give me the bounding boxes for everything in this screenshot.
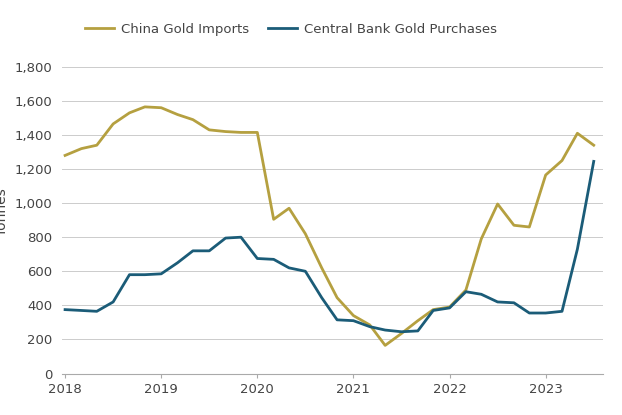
Central Bank Gold Purchases [237,235,244,240]
Central Bank Gold Purchases [174,260,181,265]
Central Bank Gold Purchases [381,327,389,332]
Central Bank Gold Purchases [189,248,197,253]
Central Bank Gold Purchases [157,271,165,276]
Central Bank Gold Purchases [429,308,437,313]
China Gold Imports [350,313,357,318]
China Gold Imports [381,343,389,348]
Central Bank Gold Purchases [78,308,85,313]
China Gold Imports [109,122,117,127]
Central Bank Gold Purchases [366,324,373,329]
China Gold Imports [222,129,230,134]
Central Bank Gold Purchases [414,328,422,333]
Central Bank Gold Purchases [559,309,566,314]
China Gold Imports [333,295,341,300]
Central Bank Gold Purchases [141,272,149,277]
Central Bank Gold Purchases [285,265,293,270]
Central Bank Gold Purchases [397,329,405,334]
China Gold Imports [174,112,181,117]
Central Bank Gold Purchases [205,248,213,253]
Central Bank Gold Purchases [446,305,453,310]
China Gold Imports [510,223,518,228]
Central Bank Gold Purchases [62,307,69,312]
China Gold Imports [446,305,453,310]
China Gold Imports [542,173,549,178]
China Gold Imports [559,158,566,163]
China Gold Imports [302,231,309,236]
China Gold Imports [157,105,165,110]
China Gold Imports [366,322,373,327]
Central Bank Gold Purchases [333,317,341,322]
China Gold Imports [62,153,69,158]
Central Bank Gold Purchases [350,318,357,323]
Central Bank Gold Purchases [109,300,117,305]
China Gold Imports [126,110,133,115]
Central Bank Gold Purchases [542,310,549,315]
Central Bank Gold Purchases [526,310,533,315]
Legend: China Gold Imports, Central Bank Gold Purchases: China Gold Imports, Central Bank Gold Pu… [80,17,503,41]
Central Bank Gold Purchases [302,269,309,274]
Line: Central Bank Gold Purchases: Central Bank Gold Purchases [65,161,594,332]
Central Bank Gold Purchases [462,289,470,294]
Central Bank Gold Purchases [254,256,261,261]
China Gold Imports [494,202,501,207]
Central Bank Gold Purchases [270,257,277,262]
China Gold Imports [78,146,85,151]
China Gold Imports [526,225,533,229]
China Gold Imports [590,143,598,148]
China Gold Imports [397,331,405,336]
China Gold Imports [285,206,293,211]
Central Bank Gold Purchases [590,159,598,164]
China Gold Imports [573,131,581,136]
China Gold Imports [429,307,437,312]
China Gold Imports [189,117,197,122]
China Gold Imports [270,217,277,222]
Central Bank Gold Purchases [93,309,101,314]
Central Bank Gold Purchases [573,247,581,251]
China Gold Imports [93,143,101,148]
Central Bank Gold Purchases [222,236,230,241]
China Gold Imports [237,130,244,135]
Central Bank Gold Purchases [494,300,501,305]
Central Bank Gold Purchases [318,295,325,300]
China Gold Imports [462,288,470,293]
Central Bank Gold Purchases [126,272,133,277]
China Gold Imports [141,105,149,110]
China Gold Imports [318,265,325,270]
China Gold Imports [254,130,261,135]
China Gold Imports [414,318,422,323]
China Gold Imports [205,127,213,132]
Line: China Gold Imports: China Gold Imports [65,107,594,345]
Y-axis label: Tonnes: Tonnes [0,188,9,236]
Central Bank Gold Purchases [478,292,485,297]
Central Bank Gold Purchases [510,300,518,305]
China Gold Imports [478,237,485,242]
